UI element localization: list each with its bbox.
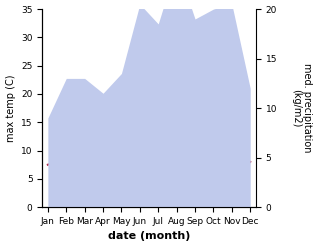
Y-axis label: med. precipitation
(kg/m2): med. precipitation (kg/m2) bbox=[291, 63, 313, 153]
Y-axis label: max temp (C): max temp (C) bbox=[5, 74, 16, 142]
X-axis label: date (month): date (month) bbox=[108, 231, 190, 242]
